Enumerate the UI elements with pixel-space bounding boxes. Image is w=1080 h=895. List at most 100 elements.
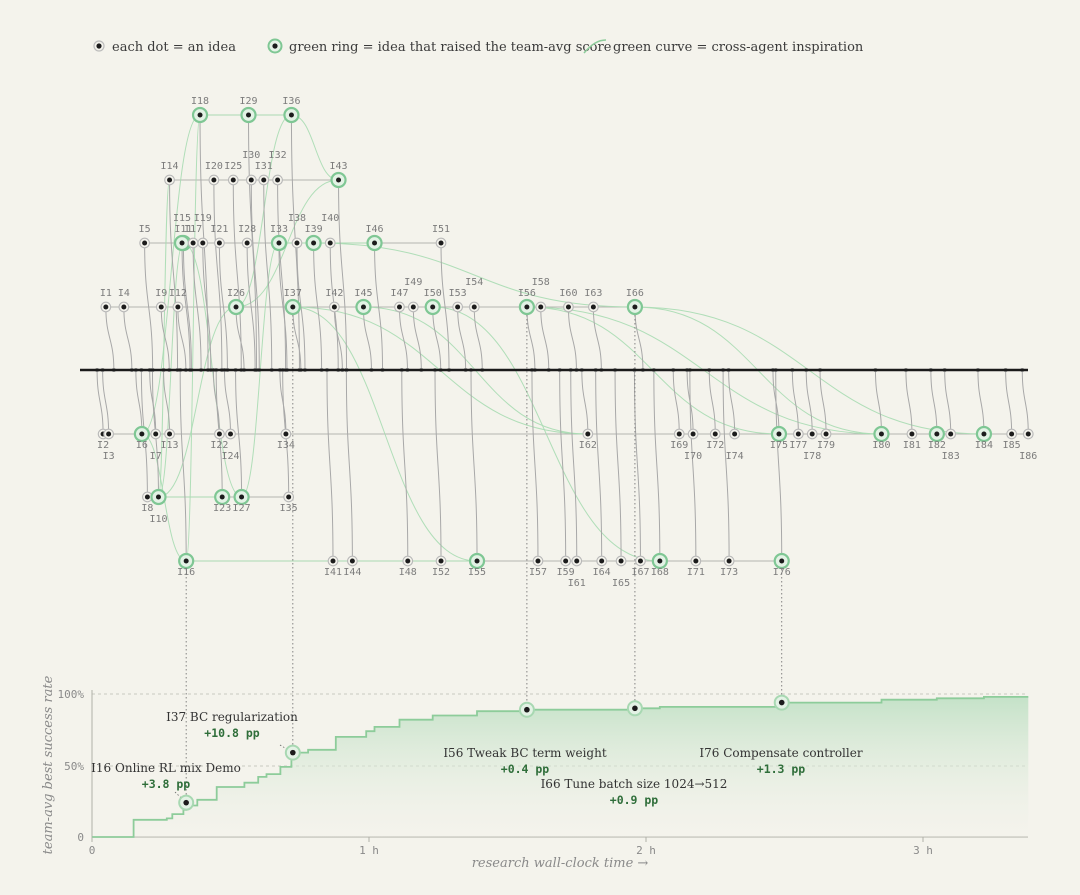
idea-node[interactable]: I57: [529, 555, 547, 578]
idea-node[interactable]: I64: [593, 555, 611, 578]
idea-node[interactable]: I19: [194, 213, 212, 249]
idea-node[interactable]: I36: [282, 96, 300, 124]
trunk-edge: [192, 242, 202, 371]
idea-label: I37: [284, 288, 302, 299]
idea-node[interactable]: I51: [432, 224, 450, 249]
idea-node[interactable]: I41: [324, 555, 342, 578]
idea-node[interactable]: I79: [817, 428, 835, 451]
idea-node[interactable]: I23: [213, 488, 231, 514]
idea-node[interactable]: I18: [191, 96, 209, 124]
idea-node[interactable]: I52: [432, 555, 450, 578]
idea-node[interactable]: I5: [139, 224, 151, 249]
legend-dot-text: each dot = an idea: [112, 40, 236, 55]
idea-node[interactable]: I9: [155, 288, 167, 313]
idea-node[interactable]: I8: [141, 491, 153, 514]
idea-node[interactable]: I22: [210, 428, 228, 451]
idea-node[interactable]: I43: [329, 161, 348, 189]
idea-node[interactable]: I83: [942, 428, 960, 462]
idea-node[interactable]: I21: [210, 224, 228, 249]
idea-node[interactable]: I32: [269, 150, 287, 186]
idea-node[interactable]: I20: [205, 161, 223, 186]
idea-node[interactable]: I56: [518, 288, 536, 316]
idea-node[interactable]: I6: [133, 425, 150, 451]
idea-node[interactable]: I10: [149, 488, 168, 525]
idea-node[interactable]: I4: [118, 288, 130, 313]
idea-node[interactable]: I7: [150, 428, 162, 462]
idea-node[interactable]: I37: [284, 288, 302, 316]
idea-node[interactable]: I33: [270, 224, 288, 252]
idea-node[interactable]: I58: [532, 277, 550, 313]
idea-node[interactable]: I63: [584, 288, 602, 313]
idea-node[interactable]: I34: [277, 428, 295, 451]
idea-node[interactable]: I35: [280, 491, 298, 514]
idea-node[interactable]: I45: [354, 288, 372, 316]
idea-node[interactable]: I69: [670, 428, 688, 451]
idea-node[interactable]: I39: [305, 224, 323, 252]
idea-node[interactable]: I74: [726, 428, 744, 462]
idea-node[interactable]: I46: [366, 224, 384, 252]
trunk-edge: [135, 369, 143, 435]
idea-node[interactable]: I67: [631, 555, 649, 578]
idea-node[interactable]: I40: [321, 213, 339, 249]
idea-node[interactable]: I29: [239, 96, 258, 124]
idea-node[interactable]: I38: [288, 213, 306, 249]
idea-node[interactable]: I3: [103, 428, 115, 462]
idea-label: I78: [803, 451, 821, 462]
idea-node[interactable]: I72: [706, 428, 724, 451]
idea-node[interactable]: I59: [557, 555, 575, 578]
idea-dot: [244, 240, 250, 246]
idea-node[interactable]: I81: [903, 428, 921, 451]
idea-node[interactable]: I82: [928, 425, 946, 451]
idea-node[interactable]: I1: [100, 288, 112, 313]
idea-node[interactable]: I55: [468, 552, 486, 578]
idea-node[interactable]: I71: [687, 555, 705, 578]
idea-node[interactable]: I78: [803, 428, 821, 462]
idea-node[interactable]: I47: [390, 288, 409, 313]
idea-node[interactable]: I49: [404, 277, 422, 313]
idea-node[interactable]: I62: [579, 428, 597, 451]
idea-node[interactable]: I75: [770, 425, 788, 451]
idea-node[interactable]: I24: [221, 428, 240, 462]
idea-node[interactable]: I77: [789, 428, 807, 451]
idea-dot: [410, 304, 416, 310]
x-axis-title: research wall-clock time →: [472, 856, 649, 871]
idea-node[interactable]: I42: [325, 288, 343, 313]
idea-node[interactable]: I28: [238, 224, 256, 249]
idea-node[interactable]: I86: [1019, 428, 1037, 462]
idea-node[interactable]: I76: [773, 552, 791, 578]
idea-node[interactable]: I80: [872, 425, 890, 451]
idea-node[interactable]: I16: [177, 552, 195, 578]
trunk-edge: [1021, 369, 1029, 435]
idea-node[interactable]: I44: [343, 555, 361, 578]
idea-dot: [657, 558, 663, 564]
idea-dot: [327, 240, 333, 246]
idea-label: I73: [720, 567, 738, 578]
idea-node[interactable]: I13: [161, 428, 179, 451]
idea-label: I31: [255, 161, 273, 172]
idea-node[interactable]: I53: [449, 288, 467, 313]
idea-node[interactable]: I12: [169, 288, 187, 313]
idea-node[interactable]: I60: [559, 288, 577, 313]
idea-node[interactable]: I26: [227, 288, 245, 316]
idea-node[interactable]: I85: [1003, 428, 1021, 451]
idea-node[interactable]: I68: [651, 552, 669, 578]
idea-label: I10: [149, 514, 167, 525]
idea-dot: [197, 112, 203, 118]
idea-node[interactable]: I84: [975, 425, 993, 451]
idea-node[interactable]: I30: [242, 150, 260, 186]
idea-node[interactable]: I27: [233, 488, 251, 514]
idea-node[interactable]: I48: [399, 555, 417, 578]
idea-node[interactable]: I14: [161, 161, 179, 186]
idea-dot: [948, 431, 954, 437]
idea-dot: [524, 304, 530, 310]
idea-node[interactable]: I25: [224, 161, 242, 186]
idea-node[interactable]: I66: [626, 288, 644, 316]
idea-node[interactable]: I50: [424, 288, 442, 316]
idea-node[interactable]: I73: [720, 555, 738, 578]
idea-node[interactable]: I31: [255, 161, 273, 186]
idea-node[interactable]: I65: [612, 555, 630, 589]
idea-node[interactable]: I54: [465, 277, 483, 313]
idea-label: I42: [325, 288, 343, 299]
idea-node[interactable]: I70: [684, 428, 702, 462]
idea-node[interactable]: I61: [568, 555, 586, 589]
